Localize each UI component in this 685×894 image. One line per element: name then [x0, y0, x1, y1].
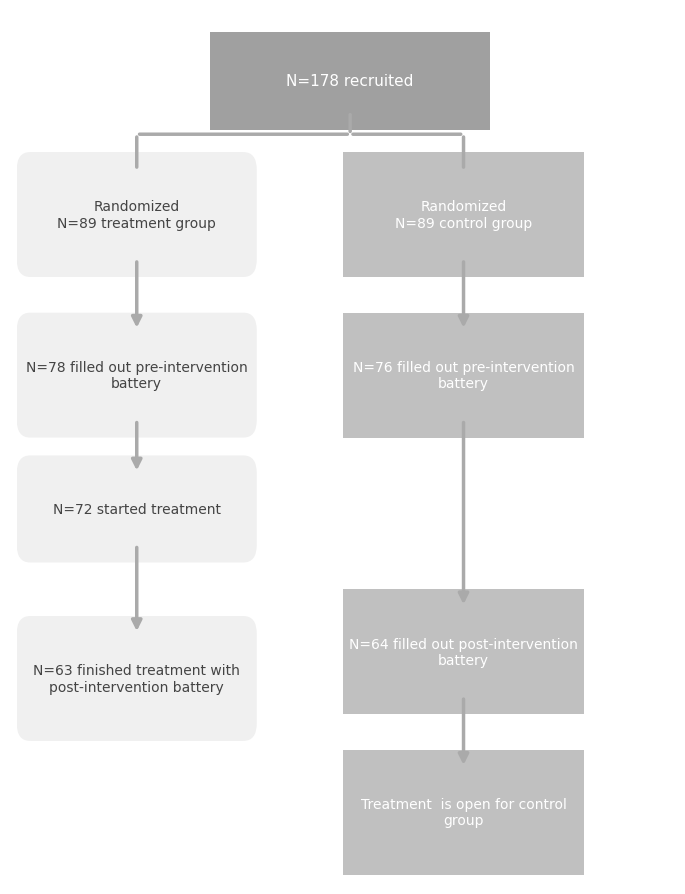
FancyBboxPatch shape	[343, 590, 584, 714]
Text: N=72 started treatment: N=72 started treatment	[53, 502, 221, 517]
FancyBboxPatch shape	[343, 313, 584, 438]
Text: Randomized
N=89 treatment group: Randomized N=89 treatment group	[58, 200, 216, 231]
Text: N=64 filled out post-intervention
battery: N=64 filled out post-intervention batter…	[349, 637, 578, 667]
Text: N=76 filled out pre-intervention
battery: N=76 filled out pre-intervention battery	[353, 360, 575, 391]
FancyBboxPatch shape	[16, 456, 257, 563]
FancyBboxPatch shape	[210, 32, 490, 131]
FancyBboxPatch shape	[343, 153, 584, 278]
Text: N=78 filled out pre-intervention
battery: N=78 filled out pre-intervention battery	[26, 360, 247, 391]
FancyBboxPatch shape	[16, 153, 257, 278]
FancyBboxPatch shape	[16, 313, 257, 438]
FancyBboxPatch shape	[16, 616, 257, 741]
Text: N=178 recruited: N=178 recruited	[286, 74, 414, 89]
Text: N=63 finished treatment with
post-intervention battery: N=63 finished treatment with post-interv…	[34, 663, 240, 694]
Text: Randomized
N=89 control group: Randomized N=89 control group	[395, 200, 532, 231]
FancyBboxPatch shape	[343, 750, 584, 875]
Text: Treatment  is open for control
group: Treatment is open for control group	[360, 797, 566, 828]
